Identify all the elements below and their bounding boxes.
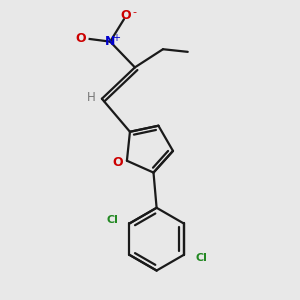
- Text: Cl: Cl: [195, 253, 207, 263]
- Text: O: O: [120, 9, 131, 22]
- Text: +: +: [112, 33, 120, 43]
- Text: O: O: [76, 32, 86, 46]
- Text: H: H: [87, 91, 96, 103]
- Text: -: -: [133, 8, 137, 18]
- Text: O: O: [112, 156, 123, 169]
- Text: N: N: [105, 35, 115, 48]
- Text: Cl: Cl: [106, 215, 118, 225]
